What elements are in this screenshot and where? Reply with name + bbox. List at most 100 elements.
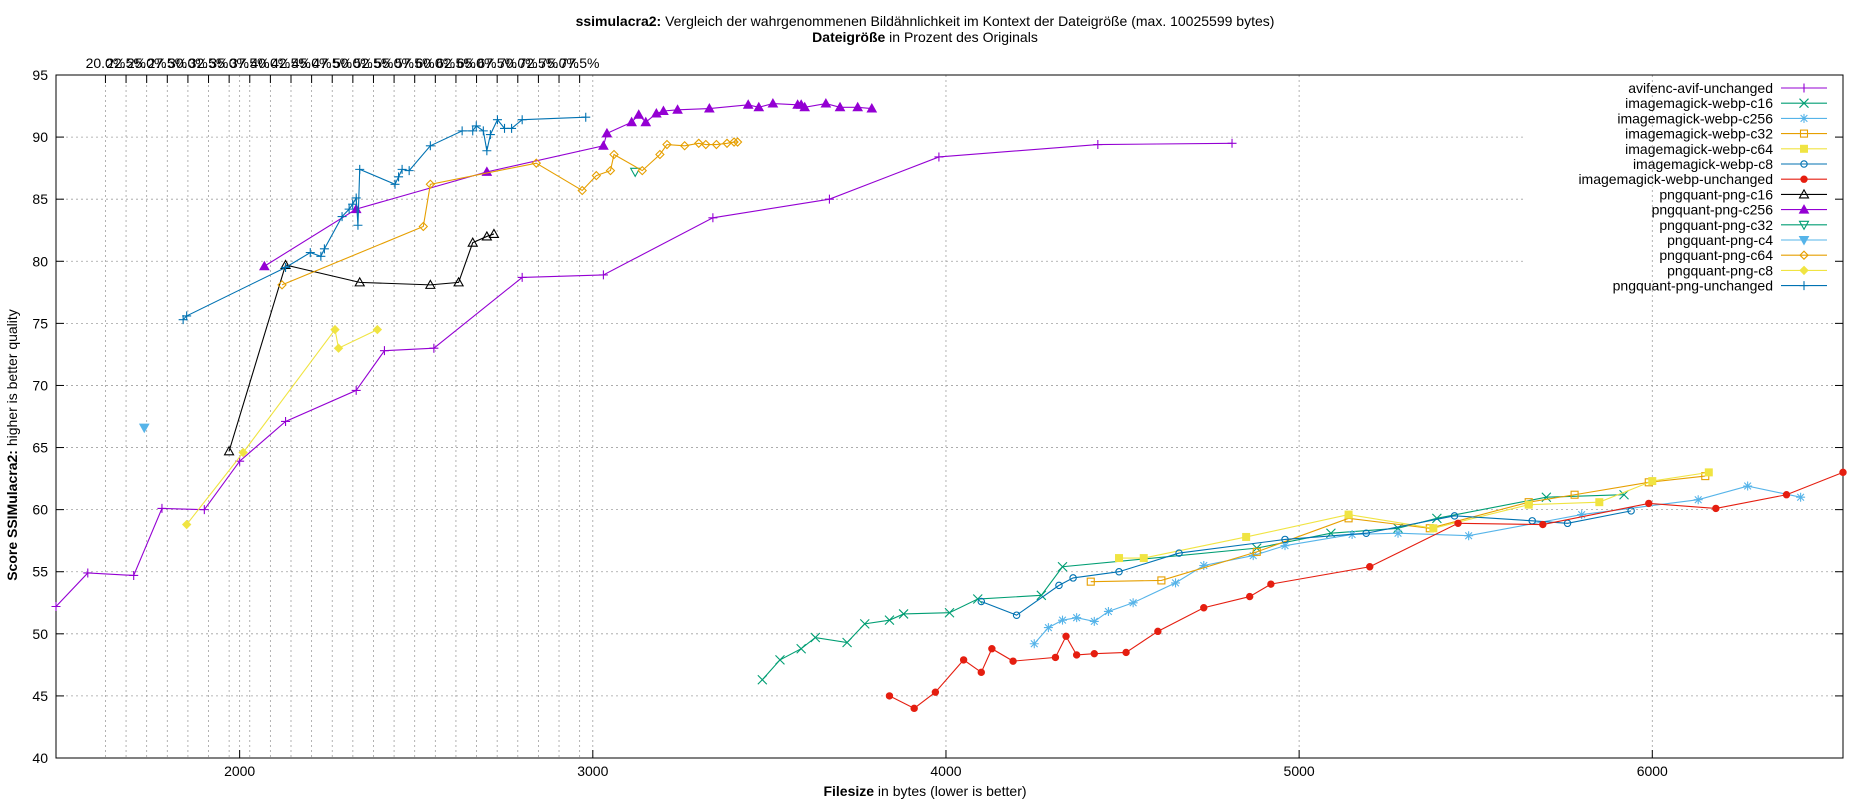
data-point [348, 199, 358, 209]
data-point [397, 164, 407, 174]
data-point [859, 618, 870, 629]
data-point [281, 262, 291, 272]
data-point [1055, 581, 1063, 590]
data-point [640, 116, 652, 127]
series-pngquant-png-c8 [181, 324, 383, 530]
x2-tick-label: 35.0% [209, 55, 249, 71]
data-point [1089, 616, 1099, 626]
data-point [1122, 648, 1130, 657]
data-point [577, 185, 587, 196]
series-line [264, 102, 872, 267]
data-point [457, 126, 467, 136]
legend-label: pngquant-png-c256 [1652, 202, 1774, 218]
data-point [425, 179, 436, 190]
data-point [277, 280, 287, 290]
data-point [1393, 528, 1403, 538]
x2-tick-label: 77.5% [560, 55, 600, 71]
data-point [344, 204, 354, 214]
x2-tick-label: 32.5% [189, 55, 229, 71]
data-point [1086, 577, 1095, 586]
data-point [931, 688, 940, 696]
x-tick-label: 3000 [577, 763, 608, 779]
data-point [601, 127, 613, 138]
legend-label: pngquant-png-c64 [1659, 247, 1773, 263]
y-tick-label: 65 [32, 440, 48, 456]
data-point [51, 601, 61, 611]
data-point [767, 98, 779, 108]
series-imagemagick-webp-unchanged [885, 468, 1847, 713]
data-point [467, 237, 479, 247]
data-point [181, 519, 192, 530]
data-point [842, 637, 852, 648]
data-point [354, 276, 366, 287]
data-point [517, 115, 527, 125]
data-point [672, 104, 683, 114]
data-point [1280, 541, 1290, 551]
data-point [799, 101, 811, 112]
y-tick-label: 40 [32, 750, 48, 766]
x2-tick-label: 20.0% [86, 55, 126, 71]
data-point [796, 643, 807, 654]
data-point [711, 139, 722, 150]
data-point [658, 105, 669, 116]
series-line [55, 142, 1233, 607]
x2-axis-label: Dateigröße in Prozent des Originals [812, 29, 1038, 45]
y-tick-label: 90 [32, 129, 48, 145]
series-line [281, 141, 738, 286]
data-point [507, 123, 517, 133]
data-point [351, 193, 361, 203]
data-point [478, 126, 488, 136]
axis-ticks: 40 45 50 55 60 65 70 75 80 85 90 95 2000 3000 4000 5000… [32, 55, 1843, 779]
data-point [453, 276, 465, 287]
data-point [157, 503, 167, 513]
legend-marker [1800, 175, 1808, 183]
legend-marker [1800, 160, 1808, 168]
data-point [138, 423, 150, 434]
data-point [852, 101, 864, 112]
data-point [959, 656, 968, 664]
data-point [1743, 481, 1753, 491]
legend-marker [1799, 83, 1809, 93]
series-group [51, 98, 1847, 713]
data-point [394, 172, 404, 182]
x-axis-label-rest: in bytes (lower is better) [874, 783, 1027, 799]
series-avifenc-avif-unchanged [51, 138, 1237, 611]
x-tick-label: 5000 [1284, 763, 1315, 779]
legend-label: pngquant-png-c8 [1667, 262, 1773, 278]
data-point [1704, 468, 1713, 477]
data-point [1782, 491, 1791, 499]
legend-marker [1799, 113, 1809, 123]
data-point [468, 126, 478, 136]
series-pngquant-png-c256 [259, 98, 878, 271]
y-axis-label-bold: Score SSIMulacra2: [4, 450, 20, 581]
legend-marker [1800, 144, 1808, 153]
y-tick-label: 70 [32, 377, 48, 393]
chart-title-rest: Vergleich der wahrgenommenen Bildähnlich… [661, 13, 1274, 29]
x2-tick-label: 52.5% [354, 55, 394, 71]
data-point [910, 704, 918, 713]
x2-tick-label: 37.5% [230, 55, 270, 71]
legend-label: imagemagick-webp-unchanged [1578, 171, 1773, 187]
data-point [679, 141, 690, 151]
legend-label: imagemagick-webp-c8 [1633, 156, 1773, 172]
y-tick-label: 50 [32, 626, 48, 642]
y-tick-label: 55 [32, 564, 48, 580]
data-point [1524, 500, 1533, 509]
data-point [1839, 468, 1847, 477]
x2-tick-label: 50.0% [333, 55, 373, 71]
x2-axis-label-rest: in Prozent des Originals [885, 29, 1038, 45]
y-tick-label: 95 [32, 67, 48, 83]
legend-marker [1799, 250, 1809, 260]
data-point [729, 137, 739, 147]
data-point [1242, 532, 1251, 541]
data-point [1009, 657, 1017, 665]
data-point [83, 568, 93, 578]
data-point [1200, 604, 1208, 612]
chart-title-bold: ssimulacra2: [576, 13, 662, 29]
x2-tick-label: 62.5% [436, 55, 476, 71]
data-point [742, 99, 754, 109]
data-point [703, 103, 715, 113]
data-point [1115, 567, 1123, 576]
data-point [701, 139, 711, 150]
x2-tick-label: 70.0% [498, 55, 538, 71]
